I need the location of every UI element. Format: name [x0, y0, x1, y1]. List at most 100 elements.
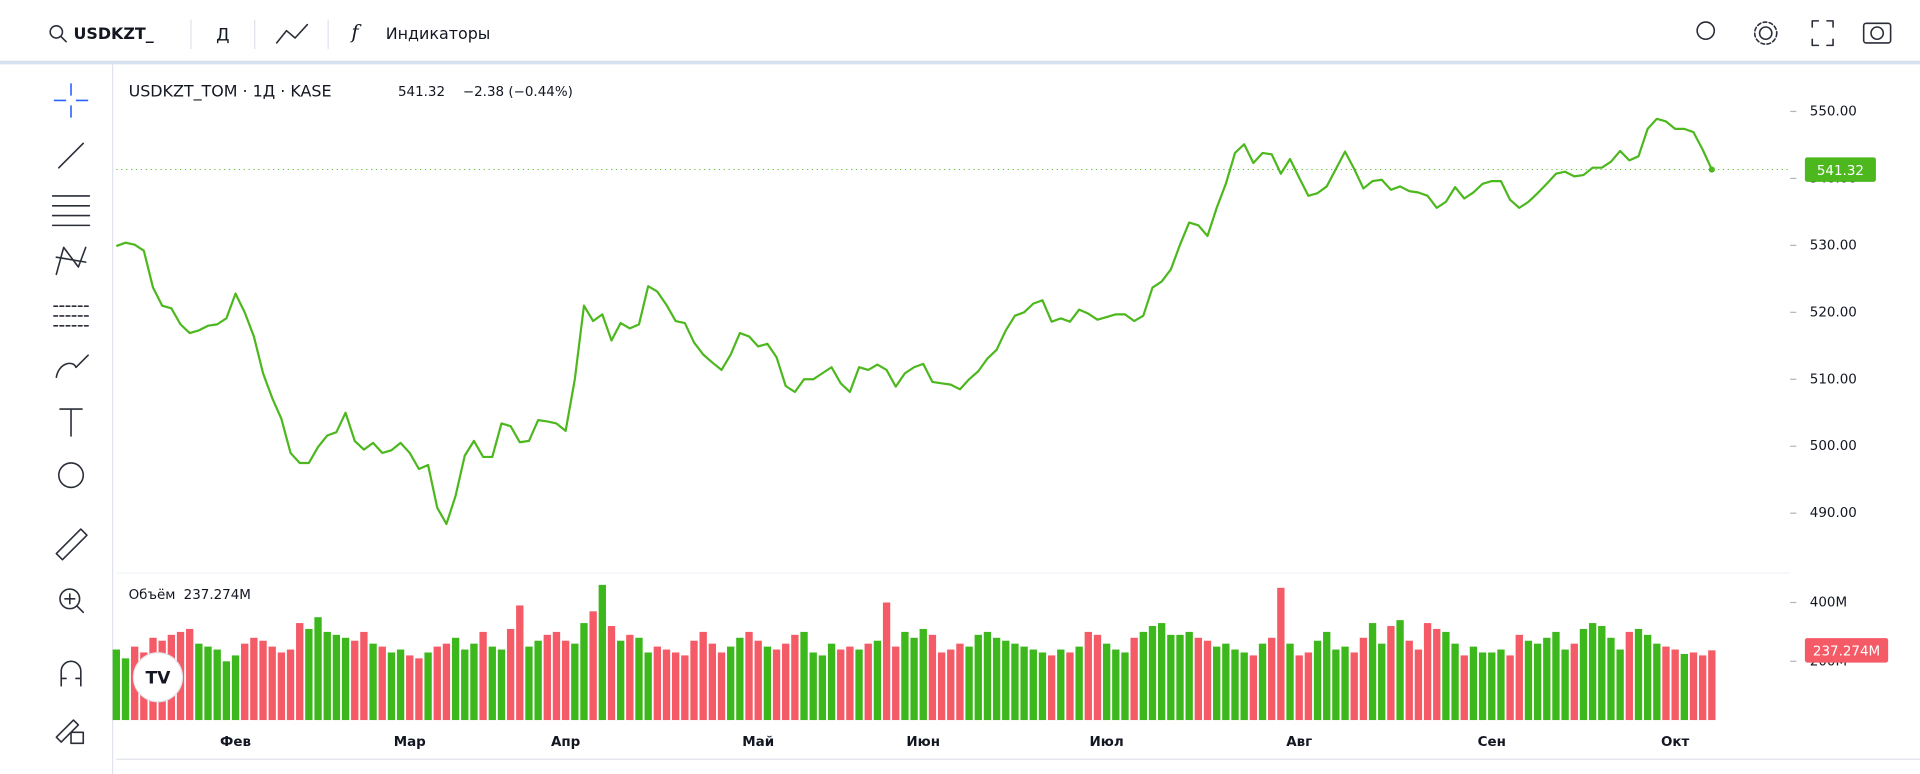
last-price-label: 541.32 — [1817, 164, 1864, 179]
volume-bar — [461, 649, 469, 721]
volume-bar — [901, 631, 909, 721]
volume-bar — [479, 631, 487, 721]
volume-bar — [1653, 643, 1661, 721]
top-toolbar: USDKZT_ Д f Индикаторы — [49, 19, 1892, 50]
volume-bar — [286, 649, 295, 721]
zoom-tool[interactable] — [59, 588, 81, 610]
emoji-tool[interactable] — [57, 462, 85, 489]
volume-bar — [1029, 649, 1037, 721]
volume-bar — [1616, 649, 1624, 721]
volume-bar — [323, 631, 331, 721]
search-icon[interactable] — [49, 24, 64, 39]
x-tick-label: Авг — [1286, 735, 1312, 750]
volume-bar — [451, 637, 460, 721]
volume-bar — [928, 634, 937, 721]
interval-button[interactable]: Д — [216, 26, 229, 46]
volume-bar — [1414, 649, 1423, 721]
volume-bar — [1497, 649, 1505, 721]
volume-bar — [1038, 652, 1047, 721]
volume-bar — [772, 649, 781, 721]
volume-bar — [351, 640, 359, 721]
fib-tool[interactable] — [51, 195, 91, 227]
crosshair-tool[interactable] — [53, 83, 89, 118]
volume-bar — [708, 643, 717, 721]
volume-bar — [1066, 652, 1074, 721]
forecast-tool[interactable] — [53, 305, 89, 327]
volume-bar — [864, 643, 872, 721]
volume-bar — [204, 646, 212, 721]
x-tick-label: Фев — [220, 735, 251, 750]
volume-bar — [1075, 646, 1083, 721]
volume-bar — [1020, 646, 1028, 721]
indicators-icon[interactable]: f — [349, 21, 362, 44]
text-tool[interactable] — [59, 408, 83, 437]
volume-bar — [1057, 649, 1065, 721]
ruler-tool[interactable] — [55, 528, 88, 561]
volume-bar — [1341, 646, 1349, 721]
volume-bar — [369, 643, 377, 721]
volume-bar — [1469, 646, 1478, 721]
search-icon-handle — [60, 36, 67, 43]
volume-bar — [1112, 649, 1120, 721]
volume-bar — [1625, 631, 1633, 721]
volume-bar — [1157, 623, 1166, 721]
volume-bar — [341, 637, 350, 721]
volume-bar — [763, 646, 772, 721]
volume-bar — [1268, 637, 1276, 721]
volume-bar — [589, 611, 597, 721]
volume-bar — [956, 643, 964, 721]
symbol-input[interactable]: USDKZT_ — [73, 24, 153, 43]
volume-bar — [1240, 652, 1248, 721]
volume-bar — [231, 655, 240, 721]
fullscreen-button[interactable] — [1811, 20, 1834, 47]
svg-text:TV: TV — [145, 668, 171, 688]
pattern-tool[interactable] — [55, 246, 87, 276]
volume-bar — [1478, 652, 1487, 721]
magnet-tool[interactable] — [60, 660, 82, 687]
volume-bar — [396, 649, 405, 721]
volume-bar — [442, 643, 451, 721]
indicators-button[interactable]: Индикаторы — [386, 24, 491, 43]
volume-bar — [525, 646, 533, 721]
volume-bar — [1350, 652, 1358, 721]
volume-bar — [1533, 643, 1542, 721]
last-volume-badge — [1804, 638, 1889, 663]
volume-bar — [1249, 655, 1258, 721]
chart-type-button[interactable] — [275, 23, 309, 44]
volume-bar — [1084, 631, 1092, 721]
volume-bar — [1671, 649, 1679, 721]
volume-bar — [1561, 649, 1569, 721]
brush-tool[interactable] — [55, 354, 89, 378]
volume-bar — [1634, 628, 1643, 721]
settings-button[interactable] — [1758, 26, 1773, 41]
y-tick-label: 510.00 — [1810, 372, 1857, 387]
lock-tool[interactable] — [55, 719, 85, 745]
replay-button[interactable] — [1696, 21, 1716, 41]
volume-bar — [186, 628, 194, 721]
volume-bar — [1680, 653, 1688, 721]
volume-bar — [791, 634, 799, 721]
volume-bar — [846, 646, 854, 721]
volume-bar — [415, 658, 423, 721]
volume-bar — [1423, 623, 1432, 721]
volume-bar — [1148, 626, 1157, 721]
volume-bar — [1506, 655, 1514, 721]
volume-bar — [598, 584, 606, 721]
volume-bar — [699, 631, 707, 721]
volume-legend-title: Объём — [129, 587, 176, 603]
volume-bar — [433, 646, 441, 721]
volume-bar — [947, 649, 955, 721]
volume-bar — [1203, 640, 1212, 721]
volume-bar — [809, 652, 817, 721]
volume-bar — [1130, 637, 1138, 721]
volume-bar — [222, 661, 231, 721]
screenshot-button[interactable] — [1862, 22, 1892, 44]
volume-bar — [387, 652, 396, 721]
volume-bar — [1460, 655, 1468, 721]
trendline-tool[interactable] — [57, 142, 85, 169]
volume-bar — [1442, 631, 1450, 721]
price-legend-change: −2.38 (−0.44%) — [463, 85, 573, 100]
volume-bar — [1002, 640, 1010, 721]
volume-bar — [607, 626, 616, 721]
volume-bar — [571, 643, 579, 721]
